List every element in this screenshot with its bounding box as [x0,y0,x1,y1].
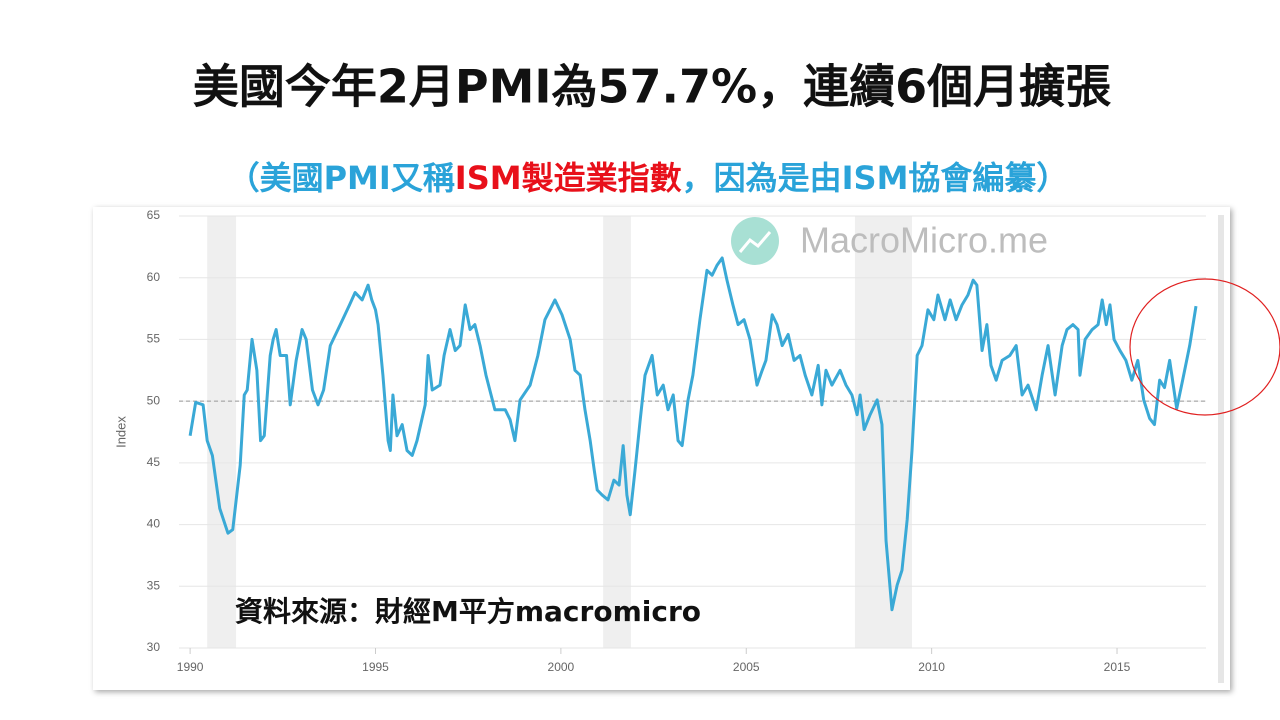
recession-band [207,216,237,648]
y-axis-label: Index [113,416,128,448]
recession-band [603,216,631,648]
chart-frame [93,207,1230,690]
y-tick-label: 45 [147,455,161,469]
highlight-circle [1129,278,1280,416]
x-tick-label: 2015 [1104,660,1131,674]
x-tick-label: 1995 [362,660,389,674]
y-tick-label: 40 [147,517,161,531]
x-tick-label: 2010 [918,660,945,674]
y-tick-label: 35 [147,578,161,592]
scroll-strip [1218,215,1224,683]
subtitle-part: ISM製造業指數 [455,159,682,197]
x-tick-label: 2005 [733,660,760,674]
y-tick-label: 30 [147,640,161,654]
y-tick-label: 50 [147,393,161,407]
pmi-line [188,256,1198,612]
subtitle: （美國PMI又稱ISM製造業指數，因為是由ISM協會編纂） [228,159,1069,197]
y-tick-label: 55 [147,332,161,346]
y-tick-label: 60 [147,270,161,284]
watermark-logo [731,217,779,265]
y-tick-label: 65 [147,208,161,222]
x-tick-label: 1990 [177,660,204,674]
subtitle-part: ，因為是由ISM協會編纂） [682,159,1069,197]
subtitle-part: （美國PMI又稱 [228,159,455,197]
title: 美國今年2月PMI為57.7%，連續6個月擴張 [193,60,1111,114]
x-tick-label: 2000 [548,660,575,674]
watermark: MacroMicro.me [800,220,1048,261]
source-note: 資料來源：財經M平方macromicro [235,595,701,628]
